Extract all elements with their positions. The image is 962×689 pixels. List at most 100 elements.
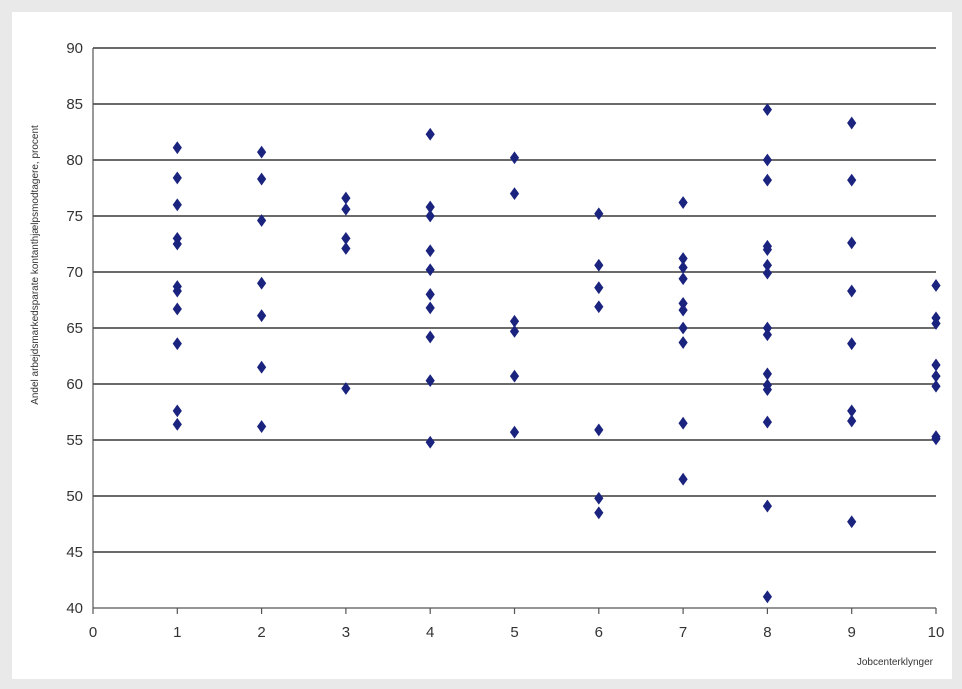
- data-point-60: [762, 243, 772, 256]
- data-point-20: [341, 232, 351, 245]
- data-point-69: [762, 499, 772, 513]
- data-point-29: [425, 301, 435, 315]
- gridlines: [93, 47, 936, 553]
- data-point-25: [425, 209, 435, 223]
- data-point-23: [425, 127, 435, 141]
- y-tick-label-55: 55: [66, 432, 83, 449]
- data-point-34: [509, 187, 520, 200]
- y-tick-label-45: 45: [66, 544, 83, 561]
- data-point-84: [931, 379, 941, 393]
- data-point-30: [425, 330, 435, 344]
- y-tick-label-70: 70: [66, 264, 83, 281]
- data-point-21: [341, 242, 351, 255]
- data-point-82: [931, 358, 941, 372]
- data-point-55: [678, 472, 688, 486]
- data-point-61: [762, 258, 772, 272]
- x-tick-label-8: 8: [763, 624, 771, 641]
- x-tick-label-1: 1: [173, 624, 181, 641]
- data-point-6: [172, 284, 182, 298]
- data-point-17: [257, 420, 267, 433]
- data-point-56: [762, 103, 772, 116]
- data-point-39: [594, 207, 604, 221]
- data-point-15: [257, 309, 267, 323]
- data-point-16: [257, 360, 267, 374]
- data-point-1: [172, 171, 182, 185]
- data-point-67: [762, 383, 772, 396]
- data-point-2: [172, 198, 182, 212]
- x-axis-title: Jobcenterklynger: [857, 657, 934, 668]
- data-point-9: [172, 404, 182, 418]
- data-point-42: [594, 300, 604, 314]
- x-tick-label-5: 5: [510, 624, 518, 641]
- data-point-68: [762, 415, 772, 429]
- x-tick-label-4: 4: [426, 624, 434, 641]
- data-point-73: [847, 236, 857, 250]
- data-point-36: [509, 324, 520, 338]
- data-point-78: [847, 515, 857, 529]
- data-points: [172, 103, 941, 604]
- data-point-53: [678, 336, 688, 349]
- data-point-48: [678, 261, 688, 274]
- data-point-51: [678, 303, 688, 317]
- data-point-81: [931, 317, 941, 330]
- x-tick-label-7: 7: [679, 624, 687, 641]
- data-point-38: [509, 425, 520, 439]
- y-axis-title: Andel arbejdsmarkedsparate kontanthjælps…: [30, 125, 41, 405]
- x-tick-label-6: 6: [595, 624, 603, 641]
- data-point-11: [257, 145, 267, 159]
- data-point-47: [678, 252, 688, 265]
- y-tick-label-50: 50: [66, 488, 83, 505]
- data-point-41: [594, 281, 604, 295]
- data-point-79: [931, 279, 941, 292]
- data-point-14: [257, 276, 267, 290]
- data-point-37: [509, 369, 520, 383]
- data-point-40: [594, 258, 604, 272]
- data-point-22: [341, 382, 351, 395]
- data-point-62: [762, 266, 772, 280]
- data-point-35: [509, 314, 520, 328]
- y-tick-label-60: 60: [66, 376, 83, 393]
- data-point-12: [257, 172, 267, 186]
- y-tick-label-80: 80: [66, 152, 83, 169]
- data-point-70: [762, 590, 772, 604]
- data-point-31: [425, 374, 435, 388]
- data-point-4: [172, 237, 182, 251]
- data-point-0: [172, 141, 182, 155]
- data-point-52: [678, 321, 688, 335]
- data-point-63: [762, 321, 772, 335]
- data-point-24: [425, 200, 435, 214]
- data-point-8: [172, 337, 182, 351]
- data-point-45: [594, 506, 604, 520]
- data-point-27: [425, 263, 435, 277]
- data-point-86: [931, 432, 941, 446]
- y-tick-label-40: 40: [66, 600, 83, 617]
- data-point-50: [678, 296, 688, 310]
- x-tick-label-2: 2: [257, 624, 265, 641]
- x-tick-label-10: 10: [928, 624, 945, 641]
- y-tick-label-90: 90: [66, 40, 83, 57]
- data-point-18: [341, 191, 351, 205]
- data-point-75: [847, 337, 857, 351]
- data-point-76: [847, 404, 857, 418]
- data-point-77: [847, 414, 857, 428]
- data-point-49: [678, 272, 688, 286]
- data-point-33: [509, 151, 520, 165]
- data-point-71: [847, 116, 857, 130]
- axes: [92, 48, 937, 614]
- data-point-64: [762, 328, 772, 342]
- data-point-58: [762, 173, 772, 187]
- data-point-43: [594, 423, 604, 437]
- y-tick-label-85: 85: [66, 96, 83, 113]
- data-point-46: [678, 196, 688, 209]
- data-point-72: [847, 173, 857, 187]
- x-tick-label-9: 9: [848, 624, 856, 641]
- data-point-32: [425, 435, 435, 449]
- data-point-83: [931, 369, 941, 383]
- data-point-19: [341, 202, 351, 216]
- data-point-57: [762, 153, 772, 167]
- data-point-44: [594, 491, 604, 505]
- y-tick-label-65: 65: [66, 320, 83, 337]
- x-tick-labels: 0 1 2 3 4 5 6 7 8 9 10: [89, 624, 945, 641]
- data-point-65: [762, 367, 772, 381]
